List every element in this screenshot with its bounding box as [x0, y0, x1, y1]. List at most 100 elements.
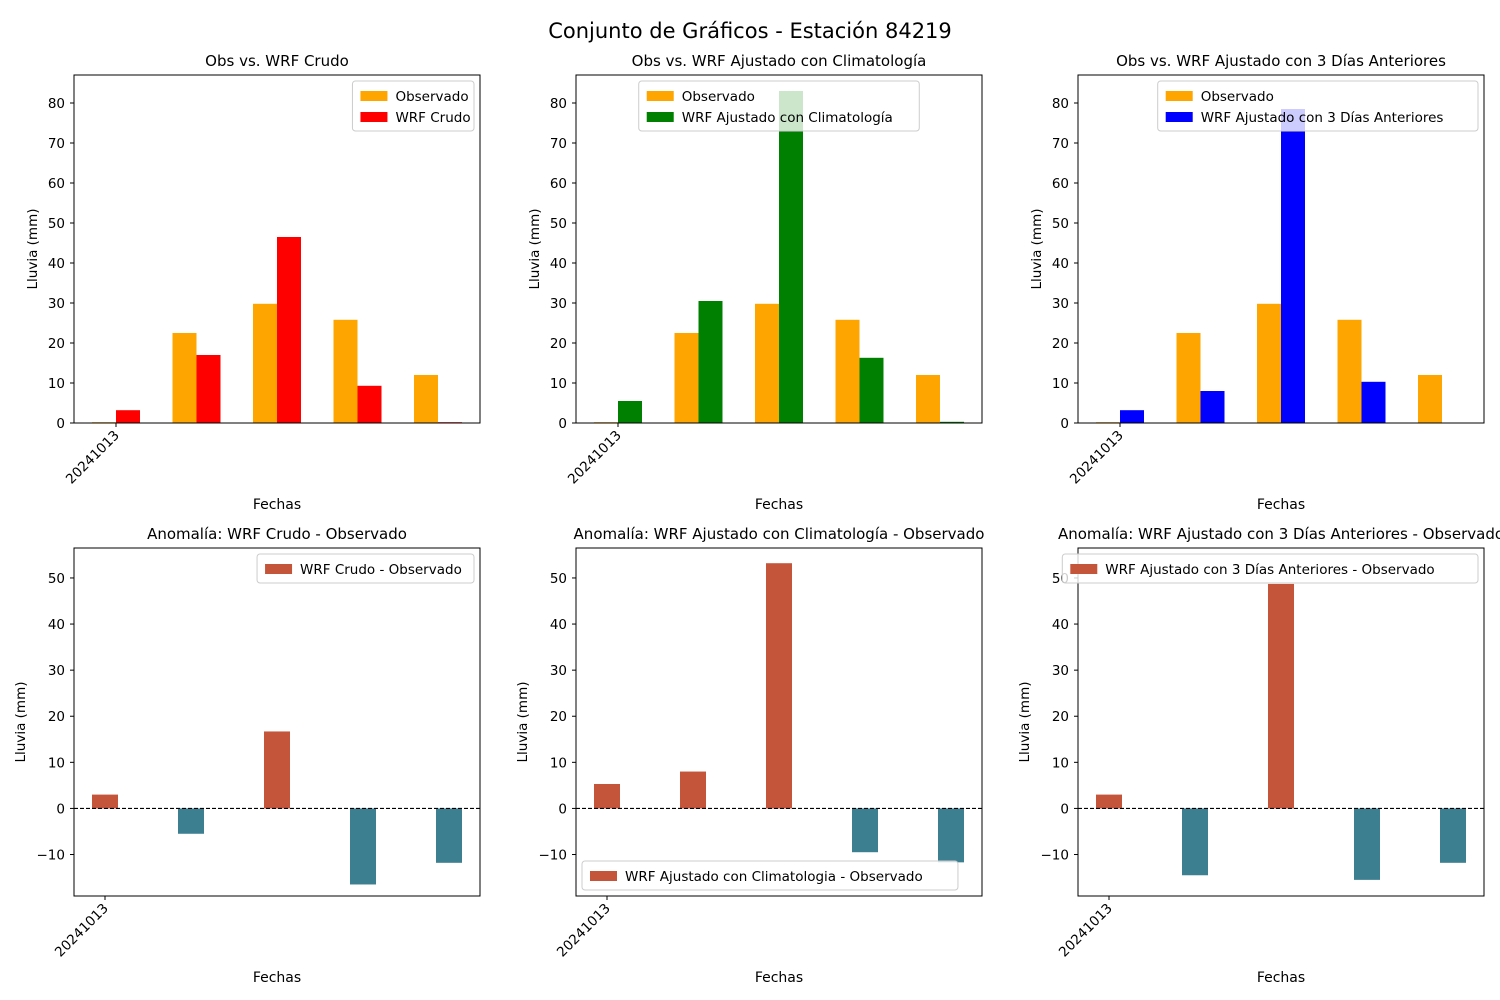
y-tick-label: 40 [550, 256, 567, 272]
y-tick-label: 0 [56, 801, 65, 817]
bar-observado-2 [1176, 333, 1201, 423]
y-axis-label: Lluvia (mm) [25, 209, 41, 290]
chart-title: Anomalía: WRF Crudo - Observado [147, 525, 407, 543]
y-tick-label: −10 [1041, 848, 1070, 864]
legend-swatch-1 [360, 91, 388, 101]
bar-wrf-3 [1281, 109, 1305, 423]
y-tick-label: −10 [37, 848, 66, 864]
bar-wrf-4 [859, 357, 884, 423]
y-tick-label: 50 [48, 216, 65, 232]
y-tick-label: 40 [1052, 256, 1069, 272]
y-tick-label: 30 [550, 663, 567, 679]
y-tick-label: 20 [48, 336, 65, 352]
legend-label-1: Observado [682, 89, 755, 105]
bar-wrf-3 [277, 237, 301, 423]
y-tick-label: 80 [48, 96, 65, 112]
chart-panel-3: Obs vs. WRF Ajustado con 3 Días Anterior… [1029, 52, 1485, 513]
y-tick-label: 50 [1052, 216, 1069, 232]
legend: Observado WRF Ajustado con 3 Días Anterio… [1157, 80, 1479, 132]
y-axis-label: Lluvia (mm) [1017, 682, 1033, 763]
legend-swatch-2 [646, 112, 674, 122]
legend-label-1: Observado [395, 89, 468, 105]
bar-wrf-1 [618, 401, 642, 423]
y-tick-label: 20 [1052, 336, 1069, 352]
y-tick-label: 40 [48, 617, 65, 633]
chart-title: Anomalía: WRF Ajustado con Climatología … [574, 525, 985, 543]
legend-swatch-1 [1070, 564, 1098, 574]
y-tick-label: 0 [1060, 416, 1069, 432]
y-tick-label: 10 [550, 376, 567, 392]
y-tick-label: 30 [1052, 296, 1069, 312]
y-axis-label: Lluvia (mm) [515, 682, 531, 763]
chart-panel-6: Anomalía: WRF Ajustado con 3 Días Anteri… [1017, 525, 1500, 986]
chart-title: Obs vs. WRF Crudo [205, 52, 349, 70]
bar-wrf-1 [116, 410, 140, 423]
bar-anomaly-1 [594, 783, 620, 809]
y-tick-label: 50 [550, 571, 567, 587]
legend-box [581, 860, 959, 891]
x-axis-label: Fechas [253, 970, 301, 986]
y-tick-label: 0 [558, 416, 567, 432]
legend-box [256, 553, 475, 584]
axes-frame [73, 547, 481, 897]
legend-swatch-1 [265, 564, 293, 574]
legend: Observado WRF Ajustado con Climatología [638, 80, 920, 132]
y-tick-label: 30 [48, 663, 65, 679]
bar-observado-3 [1257, 303, 1281, 423]
x-axis-label: Fechas [755, 497, 803, 513]
bar-anomaly-4 [350, 808, 376, 885]
y-tick-label: 20 [48, 709, 65, 725]
legend: Observado WRF Crudo [351, 80, 475, 132]
bar-observado-3 [253, 303, 277, 423]
legend-swatch-2 [360, 112, 388, 122]
axes-frame [575, 547, 983, 897]
bar-observado-2 [674, 333, 699, 423]
y-axis-label: Lluvia (mm) [527, 209, 543, 290]
bar-observado-5 [414, 375, 438, 423]
bar-wrf-4 [1361, 381, 1386, 423]
axes-frame [1077, 74, 1485, 424]
legend-swatch-2 [1165, 112, 1193, 122]
bar-anomaly-5 [938, 808, 964, 863]
legend: WRF Crudo - Observado [256, 553, 475, 584]
chart-title: Obs vs. WRF Ajustado con 3 Días Anterior… [1116, 52, 1446, 70]
legend-label-1: WRF Crudo - Observado [300, 562, 462, 578]
y-tick-label: 40 [1052, 617, 1069, 633]
legend: WRF Ajustado con 3 Días Anteriores - Obs… [1061, 553, 1479, 584]
y-tick-label: 60 [48, 176, 65, 192]
y-tick-label: 40 [550, 617, 567, 633]
bar-observado-5 [1418, 375, 1442, 423]
x-axis-label: Fechas [1257, 497, 1305, 513]
y-tick-label: 50 [48, 571, 65, 587]
bar-anomaly-2 [178, 808, 204, 834]
bar-observado-4 [1337, 319, 1362, 423]
y-tick-label: 70 [1052, 136, 1069, 152]
y-tick-label: 70 [550, 136, 567, 152]
bar-observado-2 [172, 333, 197, 423]
bar-observado-5 [916, 375, 940, 423]
y-tick-label: 50 [550, 216, 567, 232]
chart-panel-4: Anomalía: WRF Crudo - Observado −10 0 10 20 3… [13, 525, 481, 986]
figure-title: Conjunto de Gráficos - Estación 84219 [548, 19, 952, 43]
y-tick-label: 30 [48, 296, 65, 312]
y-tick-label: 20 [1052, 709, 1069, 725]
bar-anomaly-5 [1440, 808, 1466, 863]
y-tick-label: 10 [550, 755, 567, 771]
y-tick-label: 30 [550, 296, 567, 312]
bar-wrf-2 [698, 301, 723, 423]
legend: WRF Ajustado con Climatologia - Observad… [581, 860, 959, 891]
y-tick-label: 0 [56, 416, 65, 432]
y-tick-label: 10 [1052, 755, 1069, 771]
legend-label-2: WRF Ajustado con 3 Días Anteriores [1201, 110, 1444, 126]
y-tick-label: 30 [1052, 663, 1069, 679]
legend-box [1061, 553, 1479, 584]
legend-box [1157, 80, 1479, 132]
bar-anomaly-1 [1096, 794, 1122, 809]
bar-observado-4 [333, 319, 358, 423]
bar-wrf-5 [940, 421, 964, 423]
bar-wrf-3 [779, 91, 803, 423]
legend-swatch-1 [646, 91, 674, 101]
y-tick-label: 10 [48, 376, 65, 392]
